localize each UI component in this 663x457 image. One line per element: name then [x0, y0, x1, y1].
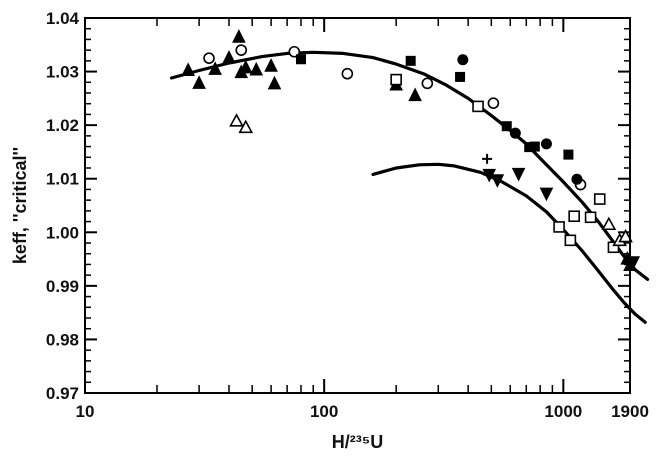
square-filled-marker — [529, 141, 540, 152]
triangle-filled-marker — [222, 50, 236, 64]
triangle-down-filled-marker — [490, 174, 505, 188]
triangle-filled-marker — [238, 59, 253, 74]
y-tick-label: 1.03 — [46, 63, 79, 82]
x-tick-label: 10 — [76, 402, 95, 421]
plus-marker — [482, 153, 493, 164]
axis-ticks — [84, 17, 630, 394]
tick-labels: 0.97 0.98 0.99 1.00 1.01 1.02 1.03 1.04 10 100 100… — [46, 9, 649, 421]
square-filled-marker — [524, 142, 535, 153]
circle-filled-marker — [509, 127, 521, 139]
y-tick-label: 1.04 — [46, 9, 80, 28]
triangle-filled-marker — [232, 29, 246, 43]
triangle-filled-marker — [249, 61, 264, 76]
y-tick-label: 1.01 — [46, 170, 79, 189]
square-open-marker — [553, 221, 565, 233]
square-filled-marker — [501, 121, 512, 132]
square-open-marker — [390, 73, 402, 86]
circle-open-marker — [421, 77, 434, 90]
triangle-filled-marker — [267, 75, 282, 90]
square-open-marker — [564, 234, 577, 247]
plot-frame — [84, 17, 631, 394]
x-tick-label: 1900 — [611, 402, 649, 421]
triangle-open-marker — [238, 119, 254, 134]
square-open-marker — [593, 193, 606, 205]
circle-filled-marker — [540, 138, 552, 150]
x-tick-label: 100 — [310, 402, 338, 421]
y-tick-label: 0.98 — [46, 330, 79, 349]
triangle-open-marker — [601, 216, 617, 231]
square-open-marker — [584, 211, 597, 224]
triangle-filled-marker — [192, 75, 206, 89]
circle-filled-marker — [571, 173, 583, 185]
square-open-marker — [568, 210, 580, 223]
y-tick-label: 1.00 — [46, 223, 79, 242]
circle-open-marker — [235, 44, 248, 56]
fit-curve-2 — [371, 162, 647, 324]
circle-open-marker — [203, 52, 215, 64]
circle-open-marker — [487, 97, 500, 109]
square-filled-marker — [455, 71, 466, 82]
triangle-filled-marker — [208, 61, 222, 75]
triangle-down-filled-marker — [511, 167, 526, 182]
y-tick-label: 1.02 — [46, 116, 79, 135]
y-tick-label: 0.99 — [46, 277, 79, 296]
square-filled-marker — [295, 54, 306, 65]
circle-filled-marker — [457, 54, 469, 66]
square-open-marker — [607, 241, 620, 254]
y-tick-label: 0.97 — [46, 384, 79, 403]
data-points — [181, 29, 641, 271]
square-open-marker — [472, 100, 484, 113]
x-tick-label: 1000 — [544, 402, 582, 421]
triangle-filled-marker — [181, 62, 195, 76]
triangle-open-marker — [618, 228, 633, 243]
triangle-filled-marker — [264, 58, 278, 72]
x-axis-title: H/²³⁵U — [332, 432, 383, 452]
circle-open-marker — [341, 67, 354, 80]
square-filled-marker — [563, 149, 574, 160]
triangle-filled-marker — [408, 87, 422, 102]
square-filled-marker — [405, 55, 416, 66]
triangle-open-marker — [229, 113, 244, 127]
triangle-down-filled-marker — [539, 187, 554, 202]
y-axis-title: keff, ''critical'' — [10, 147, 30, 264]
